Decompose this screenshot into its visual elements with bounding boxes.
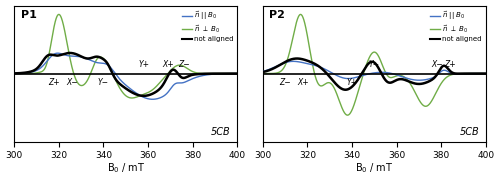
Text: Y+: Y+ bbox=[138, 60, 149, 69]
Text: Y+: Y+ bbox=[346, 78, 358, 87]
Text: 5CB: 5CB bbox=[460, 127, 479, 137]
Text: P1: P1 bbox=[21, 10, 36, 20]
Text: X−: X− bbox=[431, 60, 442, 69]
Text: Z−: Z− bbox=[178, 60, 190, 69]
Text: 5CB: 5CB bbox=[211, 127, 231, 137]
Legend: $\vec{n}\ ||\ B_0$, $\vec{n}\ \perp\ B_0$, not aligned: $\vec{n}\ ||\ B_0$, $\vec{n}\ \perp\ B_0… bbox=[179, 7, 236, 45]
Text: Y−: Y− bbox=[369, 60, 380, 69]
Text: Z+: Z+ bbox=[48, 78, 60, 87]
X-axis label: B$_0$ / mT: B$_0$ / mT bbox=[106, 162, 145, 175]
Text: P2: P2 bbox=[270, 10, 285, 20]
Text: X+: X+ bbox=[162, 60, 174, 69]
Text: X+: X+ bbox=[297, 78, 309, 87]
Text: X−: X− bbox=[66, 78, 78, 87]
Text: Z−: Z− bbox=[280, 78, 291, 87]
X-axis label: B$_0$ / mT: B$_0$ / mT bbox=[355, 162, 394, 175]
Legend: $\vec{n}\ ||\ B_0$, $\vec{n}\ \perp\ B_0$, not aligned: $\vec{n}\ ||\ B_0$, $\vec{n}\ \perp\ B_0… bbox=[428, 7, 484, 45]
Text: Y−: Y− bbox=[98, 78, 109, 87]
Text: Z+: Z+ bbox=[444, 60, 456, 69]
